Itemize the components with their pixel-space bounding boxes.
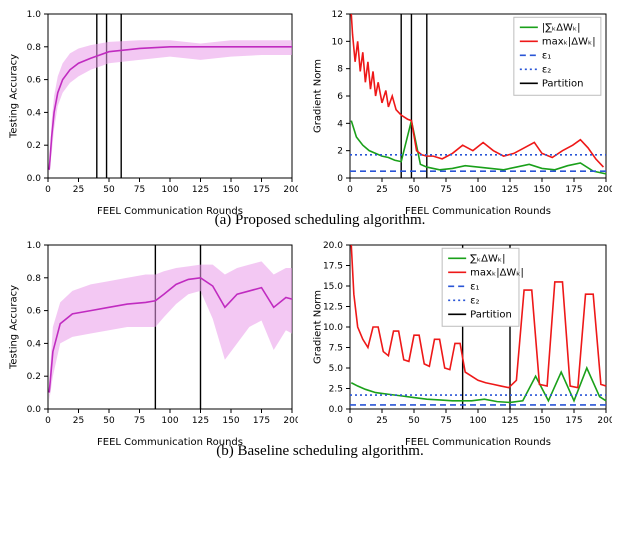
svg-text:4: 4: [337, 119, 343, 129]
figure-a-row: 02550751001251501752000.00.20.40.60.81.0…: [8, 8, 632, 208]
svg-text:0.8: 0.8: [27, 43, 42, 53]
svg-text:175: 175: [253, 185, 270, 195]
svg-text:5.0: 5.0: [329, 364, 344, 374]
svg-text:Partition: Partition: [470, 309, 512, 320]
svg-text:50: 50: [408, 416, 420, 426]
svg-text:25: 25: [376, 416, 387, 426]
svg-text:100: 100: [469, 185, 486, 195]
svg-text:75: 75: [440, 185, 451, 195]
chart-a-left: 0 25 50 75 100 125 150 175 200 0.0 0.2 0.4 0.6 0.8 1.0…: [8, 8, 298, 208]
svg-text:25: 25: [376, 185, 387, 195]
svg-text:175: 175: [565, 185, 582, 195]
svg-text:2.5: 2.5: [329, 385, 343, 395]
svg-text:0: 0: [347, 416, 353, 426]
svg-text:200: 200: [283, 416, 298, 426]
svg-text:0: 0: [45, 185, 51, 195]
svg-text:20.0: 20.0: [323, 241, 343, 251]
svg-text:15.0: 15.0: [323, 282, 343, 292]
svg-text:125: 125: [192, 185, 209, 195]
svg-text:0.2: 0.2: [27, 372, 41, 382]
svg-text:maxₖ|ΔWₖ|: maxₖ|ΔWₖ|: [542, 36, 596, 47]
svg-text:ε₂: ε₂: [470, 295, 479, 306]
svg-text:200: 200: [283, 185, 298, 195]
svg-text:12.5: 12.5: [323, 303, 343, 313]
svg-text:75: 75: [440, 416, 451, 426]
svg-text:125: 125: [501, 185, 518, 195]
svg-text:100: 100: [161, 416, 178, 426]
chart-b-left: 0 25 50 75 100 125 150 175 200 0.0 0.2 0.4 0.6 0.8 1.0…: [8, 239, 298, 439]
svg-text:∑ₖΔWₖ|: ∑ₖΔWₖ|: [470, 253, 505, 264]
figure-b-row: 0 25 50 75 100 125 150 175 200 0.0 0.2 0.4 0.6 0.8 1.0…: [8, 239, 632, 439]
svg-text:150: 150: [222, 416, 239, 426]
svg-text:1.0: 1.0: [27, 241, 42, 251]
svg-text:150: 150: [533, 416, 550, 426]
svg-text:Partition: Partition: [542, 78, 584, 89]
svg-text:ε₁: ε₁: [470, 281, 479, 292]
svg-text:ε₁: ε₁: [542, 50, 551, 61]
svg-text:0.0: 0.0: [27, 174, 42, 184]
svg-text:17.5: 17.5: [323, 262, 343, 272]
svg-text:75: 75: [134, 185, 145, 195]
svg-text:0.4: 0.4: [27, 339, 42, 349]
svg-text:125: 125: [192, 416, 209, 426]
svg-text:0.8: 0.8: [27, 274, 42, 284]
svg-text:2: 2: [337, 147, 343, 157]
svg-text:50: 50: [408, 185, 420, 195]
svg-text:6: 6: [337, 92, 343, 102]
svg-text:10: 10: [332, 37, 344, 47]
chart-a-right: 0 25 50 75 100 125 150 175 200 0 2 4 6 8 10 12 |∑ₖΔWₖ| ma…: [312, 8, 612, 208]
svg-text:75: 75: [134, 416, 145, 426]
svg-text:0.6: 0.6: [27, 307, 42, 317]
svg-text:200: 200: [597, 416, 612, 426]
svg-text:175: 175: [565, 416, 582, 426]
svg-text:0.0: 0.0: [27, 405, 42, 415]
svg-text:0.4: 0.4: [27, 108, 42, 118]
svg-text:25: 25: [73, 185, 84, 195]
svg-text:0: 0: [45, 416, 51, 426]
svg-text:100: 100: [161, 185, 178, 195]
svg-text:50: 50: [103, 185, 115, 195]
svg-text:10.0: 10.0: [323, 323, 343, 333]
svg-text:7.5: 7.5: [329, 344, 343, 354]
svg-text:200: 200: [597, 185, 612, 195]
svg-text:0.0: 0.0: [329, 405, 344, 415]
svg-text:50: 50: [103, 416, 115, 426]
svg-text:0.6: 0.6: [27, 76, 42, 86]
svg-text:1.0: 1.0: [27, 10, 42, 20]
svg-text:0: 0: [347, 185, 353, 195]
svg-text:125: 125: [501, 416, 518, 426]
svg-text:0.2: 0.2: [27, 141, 41, 151]
svg-text:12: 12: [332, 10, 343, 20]
svg-text:|∑ₖΔWₖ|: |∑ₖΔWₖ|: [542, 22, 581, 33]
chart-b-right: 0 25 50 75 100 125 150 175 200 0.0 2.5 5.0 7.5 10.0 12…: [312, 239, 612, 439]
svg-text:150: 150: [222, 185, 239, 195]
svg-text:8: 8: [337, 65, 343, 75]
svg-text:100: 100: [469, 416, 486, 426]
svg-text:150: 150: [533, 185, 550, 195]
svg-text:25: 25: [73, 416, 84, 426]
svg-text:0: 0: [337, 174, 343, 184]
svg-text:175: 175: [253, 416, 270, 426]
svg-text:ε₂: ε₂: [542, 64, 551, 75]
svg-text:maxₖ|ΔWₖ|: maxₖ|ΔWₖ|: [470, 267, 524, 278]
